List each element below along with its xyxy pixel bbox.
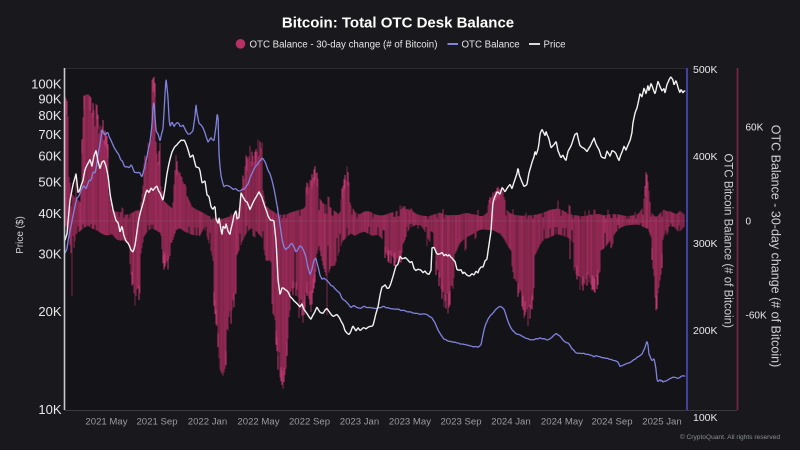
svg-text:200K: 200K (693, 325, 718, 337)
svg-text:20K: 20K (38, 304, 61, 319)
svg-text:2024 May: 2024 May (541, 417, 583, 428)
svg-text:0: 0 (746, 217, 752, 228)
svg-text:2023 May: 2023 May (389, 417, 431, 428)
svg-text:300K: 300K (693, 238, 718, 250)
svg-text:50K: 50K (38, 175, 61, 190)
svg-text:2021 Sep: 2021 Sep (136, 417, 177, 428)
svg-text:30K: 30K (38, 247, 61, 262)
svg-text:2024 Jan: 2024 Jan (491, 417, 530, 428)
svg-text:60K: 60K (38, 149, 61, 164)
svg-text:10K: 10K (38, 402, 61, 417)
svg-text:OTC Balance - 30-day change (#: OTC Balance - 30-day change (# of Bitcoi… (769, 125, 783, 367)
svg-text:60K: 60K (746, 123, 764, 134)
svg-text:100K: 100K (693, 412, 718, 424)
svg-text:500K: 500K (693, 64, 718, 76)
svg-text:2023 Jan: 2023 Jan (340, 417, 379, 428)
svg-text:40K: 40K (38, 206, 61, 221)
svg-text:© CryptoQuant. All rights rese: © CryptoQuant. All rights reserved (680, 433, 780, 441)
svg-text:OTC Bitcoin Balance (# of Bitc: OTC Bitcoin Balance (# of Bitcoin) (722, 153, 734, 328)
svg-text:OTC Balance: OTC Balance (462, 40, 520, 51)
svg-text:100K: 100K (31, 77, 62, 92)
svg-text:2022 Jan: 2022 Jan (188, 417, 227, 428)
svg-text:Price: Price (544, 40, 566, 51)
svg-text:2024 Sep: 2024 Sep (591, 417, 632, 428)
svg-text:Bitcoin: Total OTC Desk Balanc: Bitcoin: Total OTC Desk Balance (282, 14, 514, 31)
svg-text:-60K: -60K (746, 311, 767, 322)
svg-text:2023 Sep: 2023 Sep (440, 417, 481, 428)
svg-text:OTC Balance - 30-day change (#: OTC Balance - 30-day change (# of Bitcoi… (250, 40, 438, 51)
svg-text:2025 Jan: 2025 Jan (642, 417, 681, 428)
svg-text:2022 Sep: 2022 Sep (289, 417, 330, 428)
svg-text:90K: 90K (38, 91, 61, 106)
svg-text:Price ($): Price ($) (15, 216, 26, 254)
svg-text:70K: 70K (38, 127, 61, 142)
svg-text:2021 May: 2021 May (85, 417, 127, 428)
svg-text:2022 May: 2022 May (237, 417, 279, 428)
svg-text:80K: 80K (38, 108, 61, 123)
svg-text:400K: 400K (693, 151, 718, 163)
